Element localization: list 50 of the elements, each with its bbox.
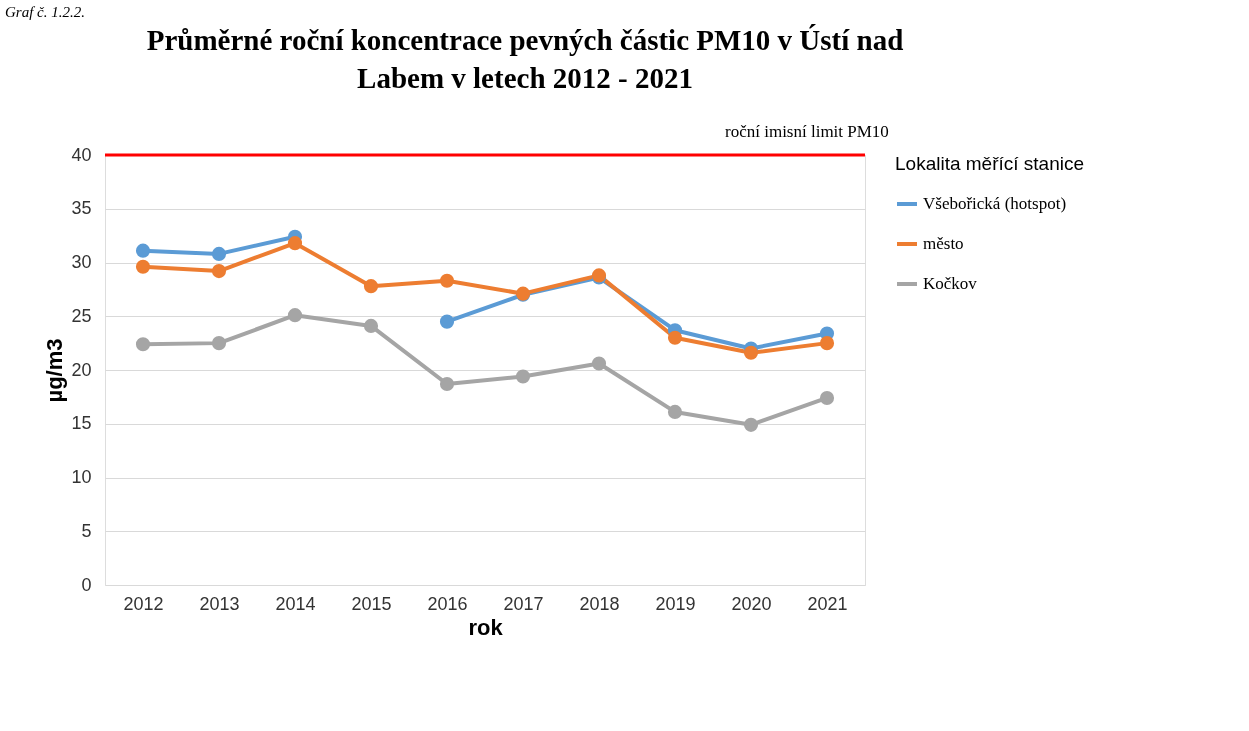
point — [135, 337, 151, 352]
y-axis-title: µg/m3 — [42, 338, 68, 403]
x-tick-label: 2020 — [731, 593, 772, 614]
y-tick-label: 35 — [71, 198, 92, 219]
y-tick-label: 40 — [71, 144, 92, 165]
y-tick-label: 20 — [71, 359, 92, 380]
point — [515, 369, 531, 384]
point — [211, 336, 227, 351]
text: Graf č. 1.2.2. — [5, 4, 85, 20]
point — [743, 417, 759, 432]
x-tick-label: 2012 — [123, 593, 164, 614]
point — [135, 243, 151, 258]
y-tick-label: 30 — [71, 252, 92, 272]
point — [363, 318, 379, 333]
point — [287, 236, 303, 251]
point — [439, 314, 455, 329]
x-tick-label: 2013 — [199, 593, 240, 614]
point — [743, 345, 759, 360]
point — [439, 376, 455, 392]
ref-line-label: roční imisní limit PM10 — [725, 122, 889, 141]
x-axis-title: rok — [468, 614, 504, 640]
point — [211, 264, 227, 279]
legend-title: Lokalita měřící stanice — [895, 153, 1085, 174]
x-tick-label: 2021 — [807, 593, 848, 614]
y-tick-label: 10 — [71, 467, 92, 487]
point — [819, 336, 835, 351]
point — [667, 404, 683, 419]
point — [819, 390, 835, 406]
y-tick-label: 0 — [81, 574, 92, 595]
point — [287, 308, 303, 323]
x-tick-label: 2017 — [503, 593, 544, 614]
x-tick-label: 2019 — [655, 593, 696, 614]
point — [439, 273, 455, 288]
y-tick-label: 25 — [71, 305, 92, 326]
x-tick-label: 2014 — [275, 593, 316, 614]
x-tick-label: 2015 — [351, 593, 392, 614]
point — [591, 356, 607, 371]
y-tick-label: 15 — [71, 413, 92, 434]
text: Průměrné roční koncentrace pevných částic PM10 v Ústí nad — [146, 24, 904, 56]
x-tick-label: 2016 — [427, 593, 468, 614]
point — [211, 246, 227, 261]
point — [363, 279, 379, 294]
point — [135, 259, 151, 274]
y-tick-label: 5 — [81, 520, 92, 541]
text: Labem v letech 2012 - 2021 — [357, 62, 693, 94]
x-tick-label: 2018 — [579, 593, 620, 614]
legend-label: město — [923, 234, 964, 253]
legend-label: Všebořická (hotspot) — [923, 194, 1067, 213]
legend-label: Kočkov — [923, 274, 978, 293]
point — [667, 330, 683, 345]
